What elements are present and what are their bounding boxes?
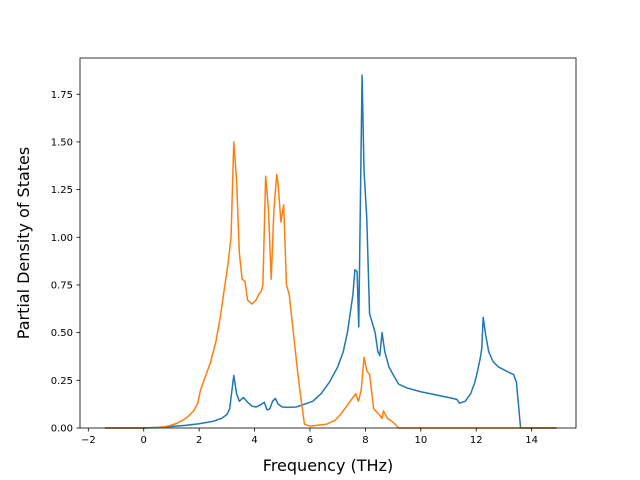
x-tick-label: 0 bbox=[141, 435, 147, 446]
x-tick-label: 14 bbox=[525, 435, 538, 446]
plot-frame bbox=[79, 57, 577, 429]
y-tick-label: 1.00 bbox=[51, 233, 73, 244]
x-tick-label: 10 bbox=[414, 435, 427, 446]
x-tick-label: 8 bbox=[362, 435, 368, 446]
series-layer bbox=[104, 74, 557, 429]
y-axis-label: Partial Density of States bbox=[14, 147, 33, 339]
x-tick-label: 2 bbox=[196, 435, 202, 446]
plot-area bbox=[80, 58, 576, 428]
x-tick-label: −2 bbox=[81, 435, 96, 446]
series-2-line bbox=[104, 141, 557, 429]
x-tick-label: 12 bbox=[470, 435, 483, 446]
y-tick-label: 1.25 bbox=[51, 185, 73, 196]
y-tick-label: 0.25 bbox=[51, 376, 73, 387]
y-axis: 0.00 0.25 0.50 0.75 1.00 1.25 1.50 1.75 bbox=[51, 90, 80, 435]
y-tick-label: 0.75 bbox=[51, 281, 73, 292]
y-tick-label: 1.50 bbox=[51, 138, 73, 149]
x-tick-label: 6 bbox=[307, 435, 313, 446]
x-axis-label: Frequency (THz) bbox=[263, 456, 393, 475]
y-tick-label: 0.00 bbox=[51, 424, 73, 435]
x-axis: −2 0 2 4 6 8 10 12 14 bbox=[81, 428, 538, 446]
series-1-line bbox=[104, 74, 557, 429]
y-tick-label: 0.50 bbox=[51, 328, 73, 339]
x-tick-label: 4 bbox=[251, 435, 257, 446]
y-tick-label: 1.75 bbox=[51, 90, 73, 101]
